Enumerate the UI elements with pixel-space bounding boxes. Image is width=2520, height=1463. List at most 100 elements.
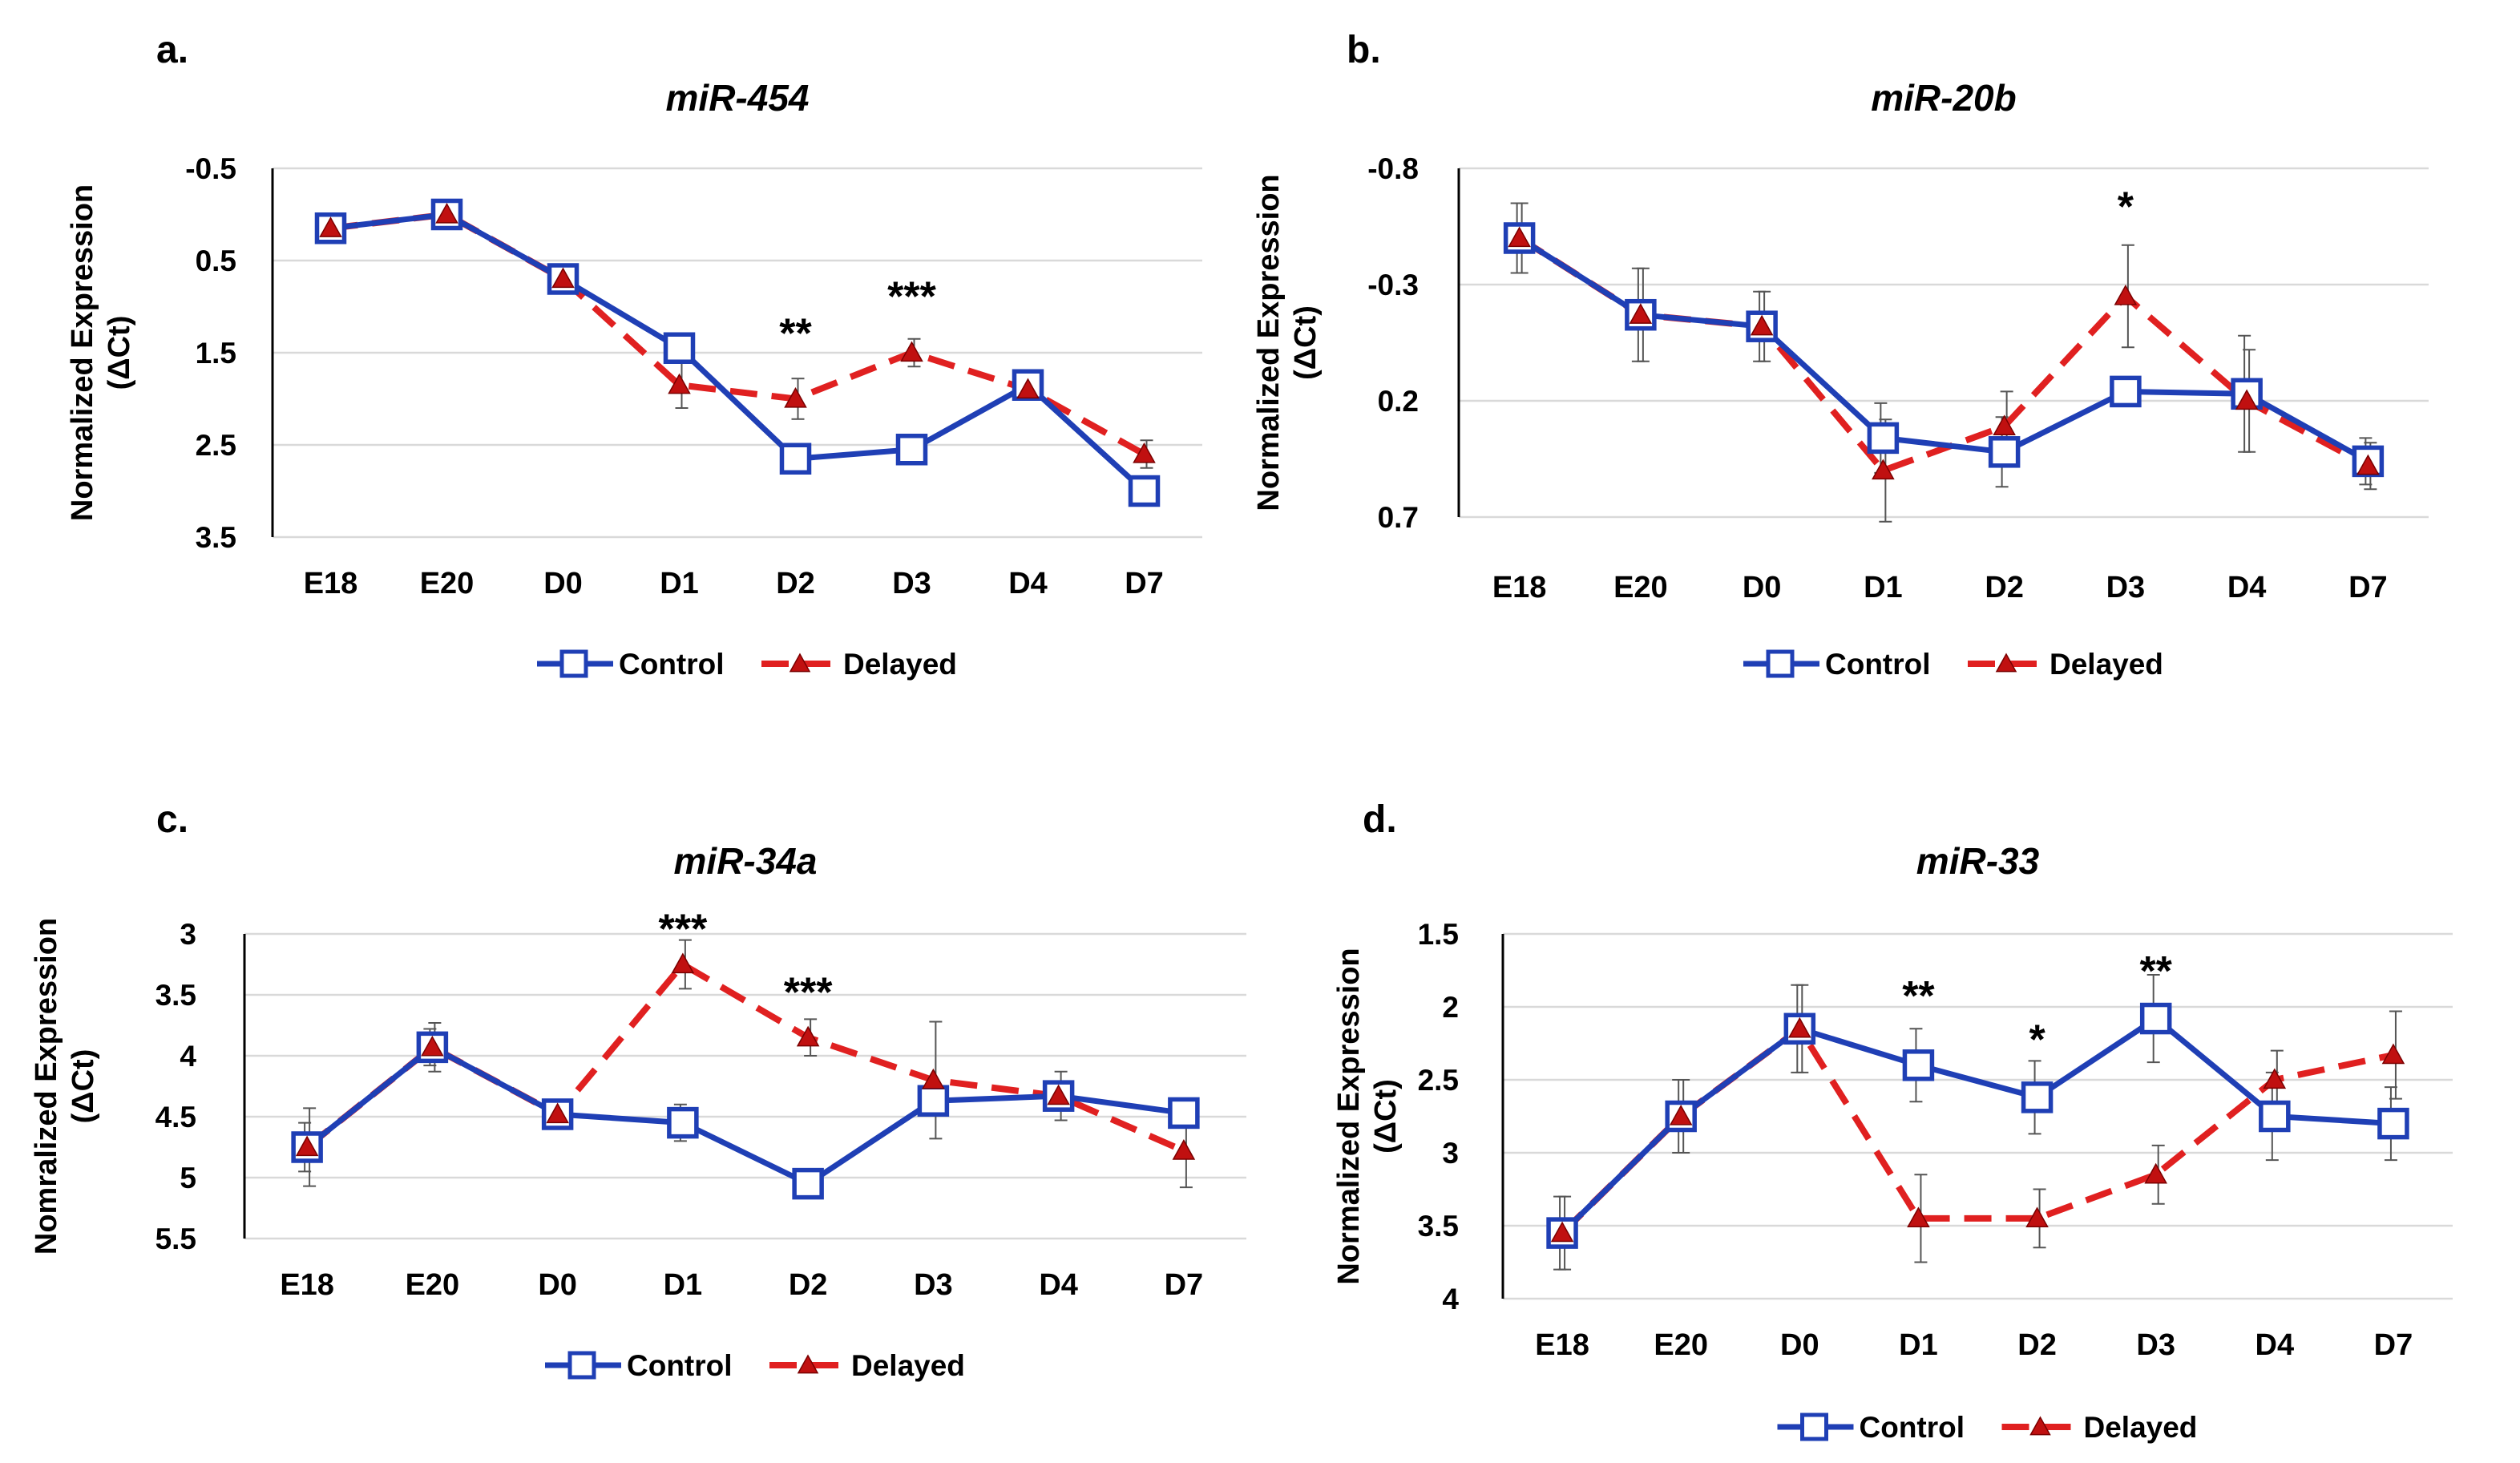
delayed-data-point [1629,303,1653,324]
y-axis-label-line2: (ΔCt) [67,1049,100,1124]
y-tick-label: 2.5 [1418,1064,1459,1097]
control-data-point [667,1106,699,1139]
x-tick-label: E20 [420,567,475,600]
x-tick-label: D7 [2348,571,2388,604]
delayed-data-point [2263,1068,2287,1089]
control-data-point [779,443,812,475]
control-data-point [1988,436,2021,468]
chart-title: miR-33 [1916,840,2040,882]
control-data-point [2377,1107,2409,1140]
legend: Control Delayed [537,648,957,681]
y-tick-label: -0.8 [1367,152,1419,185]
y-axis-label-line1: Nomralized Expression [30,918,63,1255]
x-tick-label: E20 [406,1268,460,1302]
panel-label: b. [1347,29,1381,71]
control-data-point [1128,475,1161,507]
chart-title: miR-34a [674,840,818,882]
delayed-data-point [295,1135,319,1157]
y-tick-label: 3.5 [155,979,196,1012]
x-tick-label: D0 [1743,571,1782,604]
x-tick-label: D3 [2136,1328,2175,1362]
x-tick-label: E20 [1654,1328,1708,1362]
x-tick-label: D3 [914,1268,953,1302]
y-tick-label: 4 [1442,1283,1459,1315]
control-data-point [1503,222,1536,254]
legend-control-marker [559,649,588,678]
y-axis-label-line2: (ΔCt) [1369,1079,1403,1154]
delayed-data-point [1750,314,1774,336]
delayed-data-point [1133,442,1156,463]
delayed-data-point [1669,1104,1693,1126]
x-tick-label: D2 [789,1268,828,1302]
x-tick-label: E20 [1613,571,1668,604]
y-axis-label-line2: (ΔCt) [103,316,136,390]
legend-delayed-marker [789,653,811,673]
control-data-point [1867,422,1900,455]
x-tick-label: D7 [2374,1328,2413,1362]
control-data-point [917,1085,950,1117]
legend-control-label: Control [1825,648,1931,681]
x-tick-label: D1 [1864,571,1903,604]
control-data-point [663,332,696,364]
chart-title: miR-454 [666,77,810,119]
y-tick-label: 0.7 [1378,501,1419,534]
legend-delayed-marker [2029,1416,2051,1436]
delayed-series-line [1517,235,2370,474]
y-tick-label: 3 [1442,1137,1459,1170]
significance-marker: ** [2139,948,2172,995]
delayed-data-point [1993,414,2016,436]
x-tick-label: E18 [280,1268,334,1302]
legend: Control Delayed [545,1349,965,1382]
delayed-data-point [551,267,575,289]
chart-panel-a: -0.5 0.5 1.5 2.5 3.5 E18 E20 D0 D1 D2 D3 D4 D7 a. miR-… [66,29,1202,681]
y-tick-label: 3.5 [196,521,236,554]
x-tick-label: E18 [304,567,358,600]
legend-delayed-label: Delayed [2050,648,2163,681]
legend-delayed-label: Delayed [843,648,957,681]
delayed-series-line [330,211,1146,457]
control-series-line [330,212,1146,494]
x-tick-label: D4 [2255,1328,2295,1362]
y-axis-label: Normalized Expression (ΔCt) [66,184,136,521]
control-data-point [1168,1097,1200,1130]
x-tick-label: D3 [892,567,931,600]
x-tick-label: D2 [1985,571,2024,604]
y-axis-label-line1: Normalized Expression [1332,948,1366,1284]
delayed-data-point [1550,1221,1574,1243]
x-tick-label: D7 [1165,1268,1204,1302]
y-tick-label: 0.2 [1378,385,1419,418]
delayed-data-point [546,1102,569,1124]
y-tick-label: -0.5 [185,152,236,185]
panel-label: d. [1363,798,1397,841]
y-tick-label: 1.5 [1418,918,1459,951]
x-tick-label: D2 [776,567,815,600]
significance-marker: *** [887,273,936,320]
legend-control-marker [1800,1412,1828,1441]
delayed-data-point [2025,1206,2049,1228]
y-axis-label-line1: Normalized Expression [66,184,99,521]
x-tick-label: D0 [538,1268,577,1302]
y-axis-label-line2: (ΔCt) [1289,305,1323,380]
y-axis-label: Normalized Expression (ΔCt) [1252,174,1323,511]
y-tick-label: 5 [180,1162,196,1194]
control-data-point [2259,1100,2291,1133]
chart-panel-c: 3 3.5 4 4.5 5 5.5 E18 E20 D0 D1 D2 D3 D4 D7 c. miR-34a N… [30,798,1246,1382]
legend: Control Delayed [1777,1411,2198,1444]
delayed-data-point [1788,1016,1811,1038]
y-tick-label: 0.5 [196,245,236,277]
x-tick-label: D4 [2227,571,2267,604]
x-tick-label: D4 [1008,567,1048,600]
legend-control-marker [1766,649,1795,678]
control-data-point [2110,375,2142,408]
delayed-data-point [2381,1043,2405,1065]
x-tick-label: D4 [1039,1268,1078,1302]
x-tick-label: D1 [664,1268,703,1302]
y-axis-label-line1: Normalized Expression [1252,174,1286,511]
legend-delayed-marker [1995,653,2017,673]
x-tick-label: D2 [2017,1328,2057,1362]
x-tick-label: D7 [1125,567,1164,600]
significance-marker: * [2029,1016,2045,1063]
y-tick-label: 3 [180,918,196,951]
legend-delayed-label: Delayed [2084,1411,2198,1444]
x-tick-label: D1 [660,567,699,600]
